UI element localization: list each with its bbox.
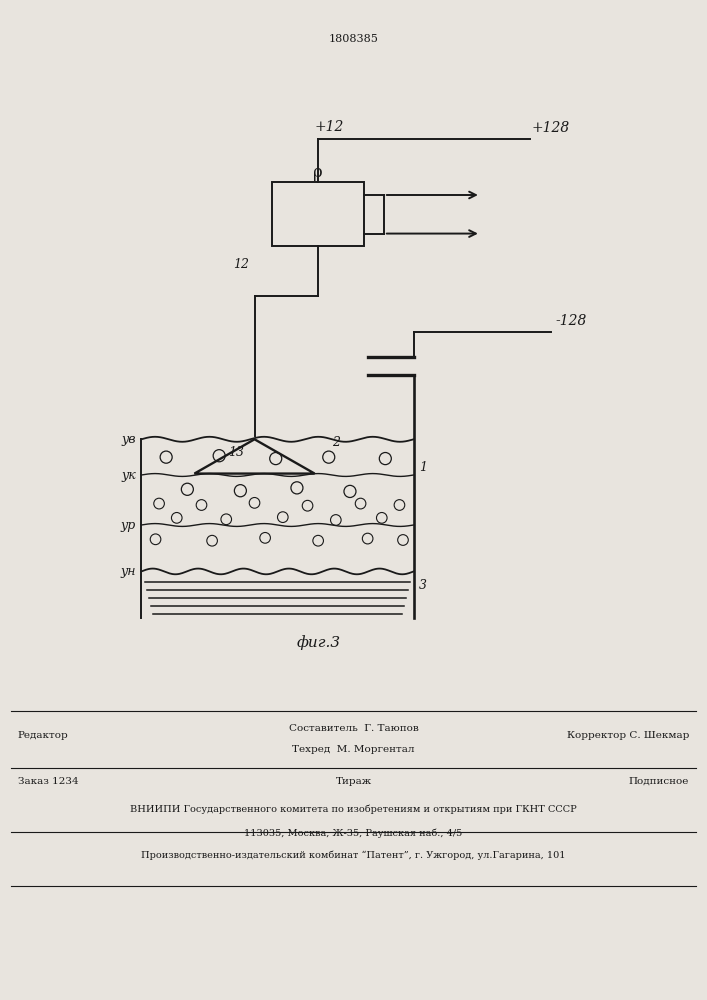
Text: Подписное: Подписное: [629, 777, 689, 786]
Text: 1: 1: [419, 461, 427, 474]
Text: Производственно-издательский комбинат “Патент”, г. Ужгород, ул.Гагарина, 101: Производственно-издательский комбинат “П…: [141, 851, 566, 860]
Text: Редактор: Редактор: [18, 731, 69, 740]
Text: фиг.3: фиг.3: [296, 635, 340, 650]
Text: Корректор С. Шекмар: Корректор С. Шекмар: [567, 731, 689, 740]
Text: Техред  М. Моргентал: Техред М. Моргентал: [292, 746, 415, 754]
Text: Составитель  Г. Таюпов: Составитель Г. Таюпов: [288, 724, 419, 733]
Text: Тираж: Тираж: [335, 777, 372, 786]
Text: ув: ув: [121, 433, 136, 446]
Text: -128: -128: [555, 314, 586, 328]
Text: +12: +12: [315, 120, 344, 134]
Text: 1808385: 1808385: [329, 34, 378, 44]
Text: ρ: ρ: [313, 164, 323, 181]
Text: Заказ 1234: Заказ 1234: [18, 777, 78, 786]
Text: 13: 13: [228, 446, 244, 459]
Text: 2: 2: [332, 436, 340, 449]
Text: ун: ун: [120, 565, 136, 578]
Text: 113035, Москва, Ж-35, Раушская наб., 4/5: 113035, Москва, Ж-35, Раушская наб., 4/5: [245, 829, 462, 838]
Bar: [272, 182, 364, 246]
Text: ук: ук: [121, 468, 136, 482]
Text: 12: 12: [233, 258, 249, 271]
Text: 3: 3: [419, 579, 427, 592]
Text: ВНИИПИ Государственного комитета по изобретениям и открытиям при ГКНТ СССР: ВНИИПИ Государственного комитета по изоб…: [130, 805, 577, 814]
Text: +128: +128: [532, 121, 570, 135]
Text: ур: ур: [120, 518, 136, 531]
